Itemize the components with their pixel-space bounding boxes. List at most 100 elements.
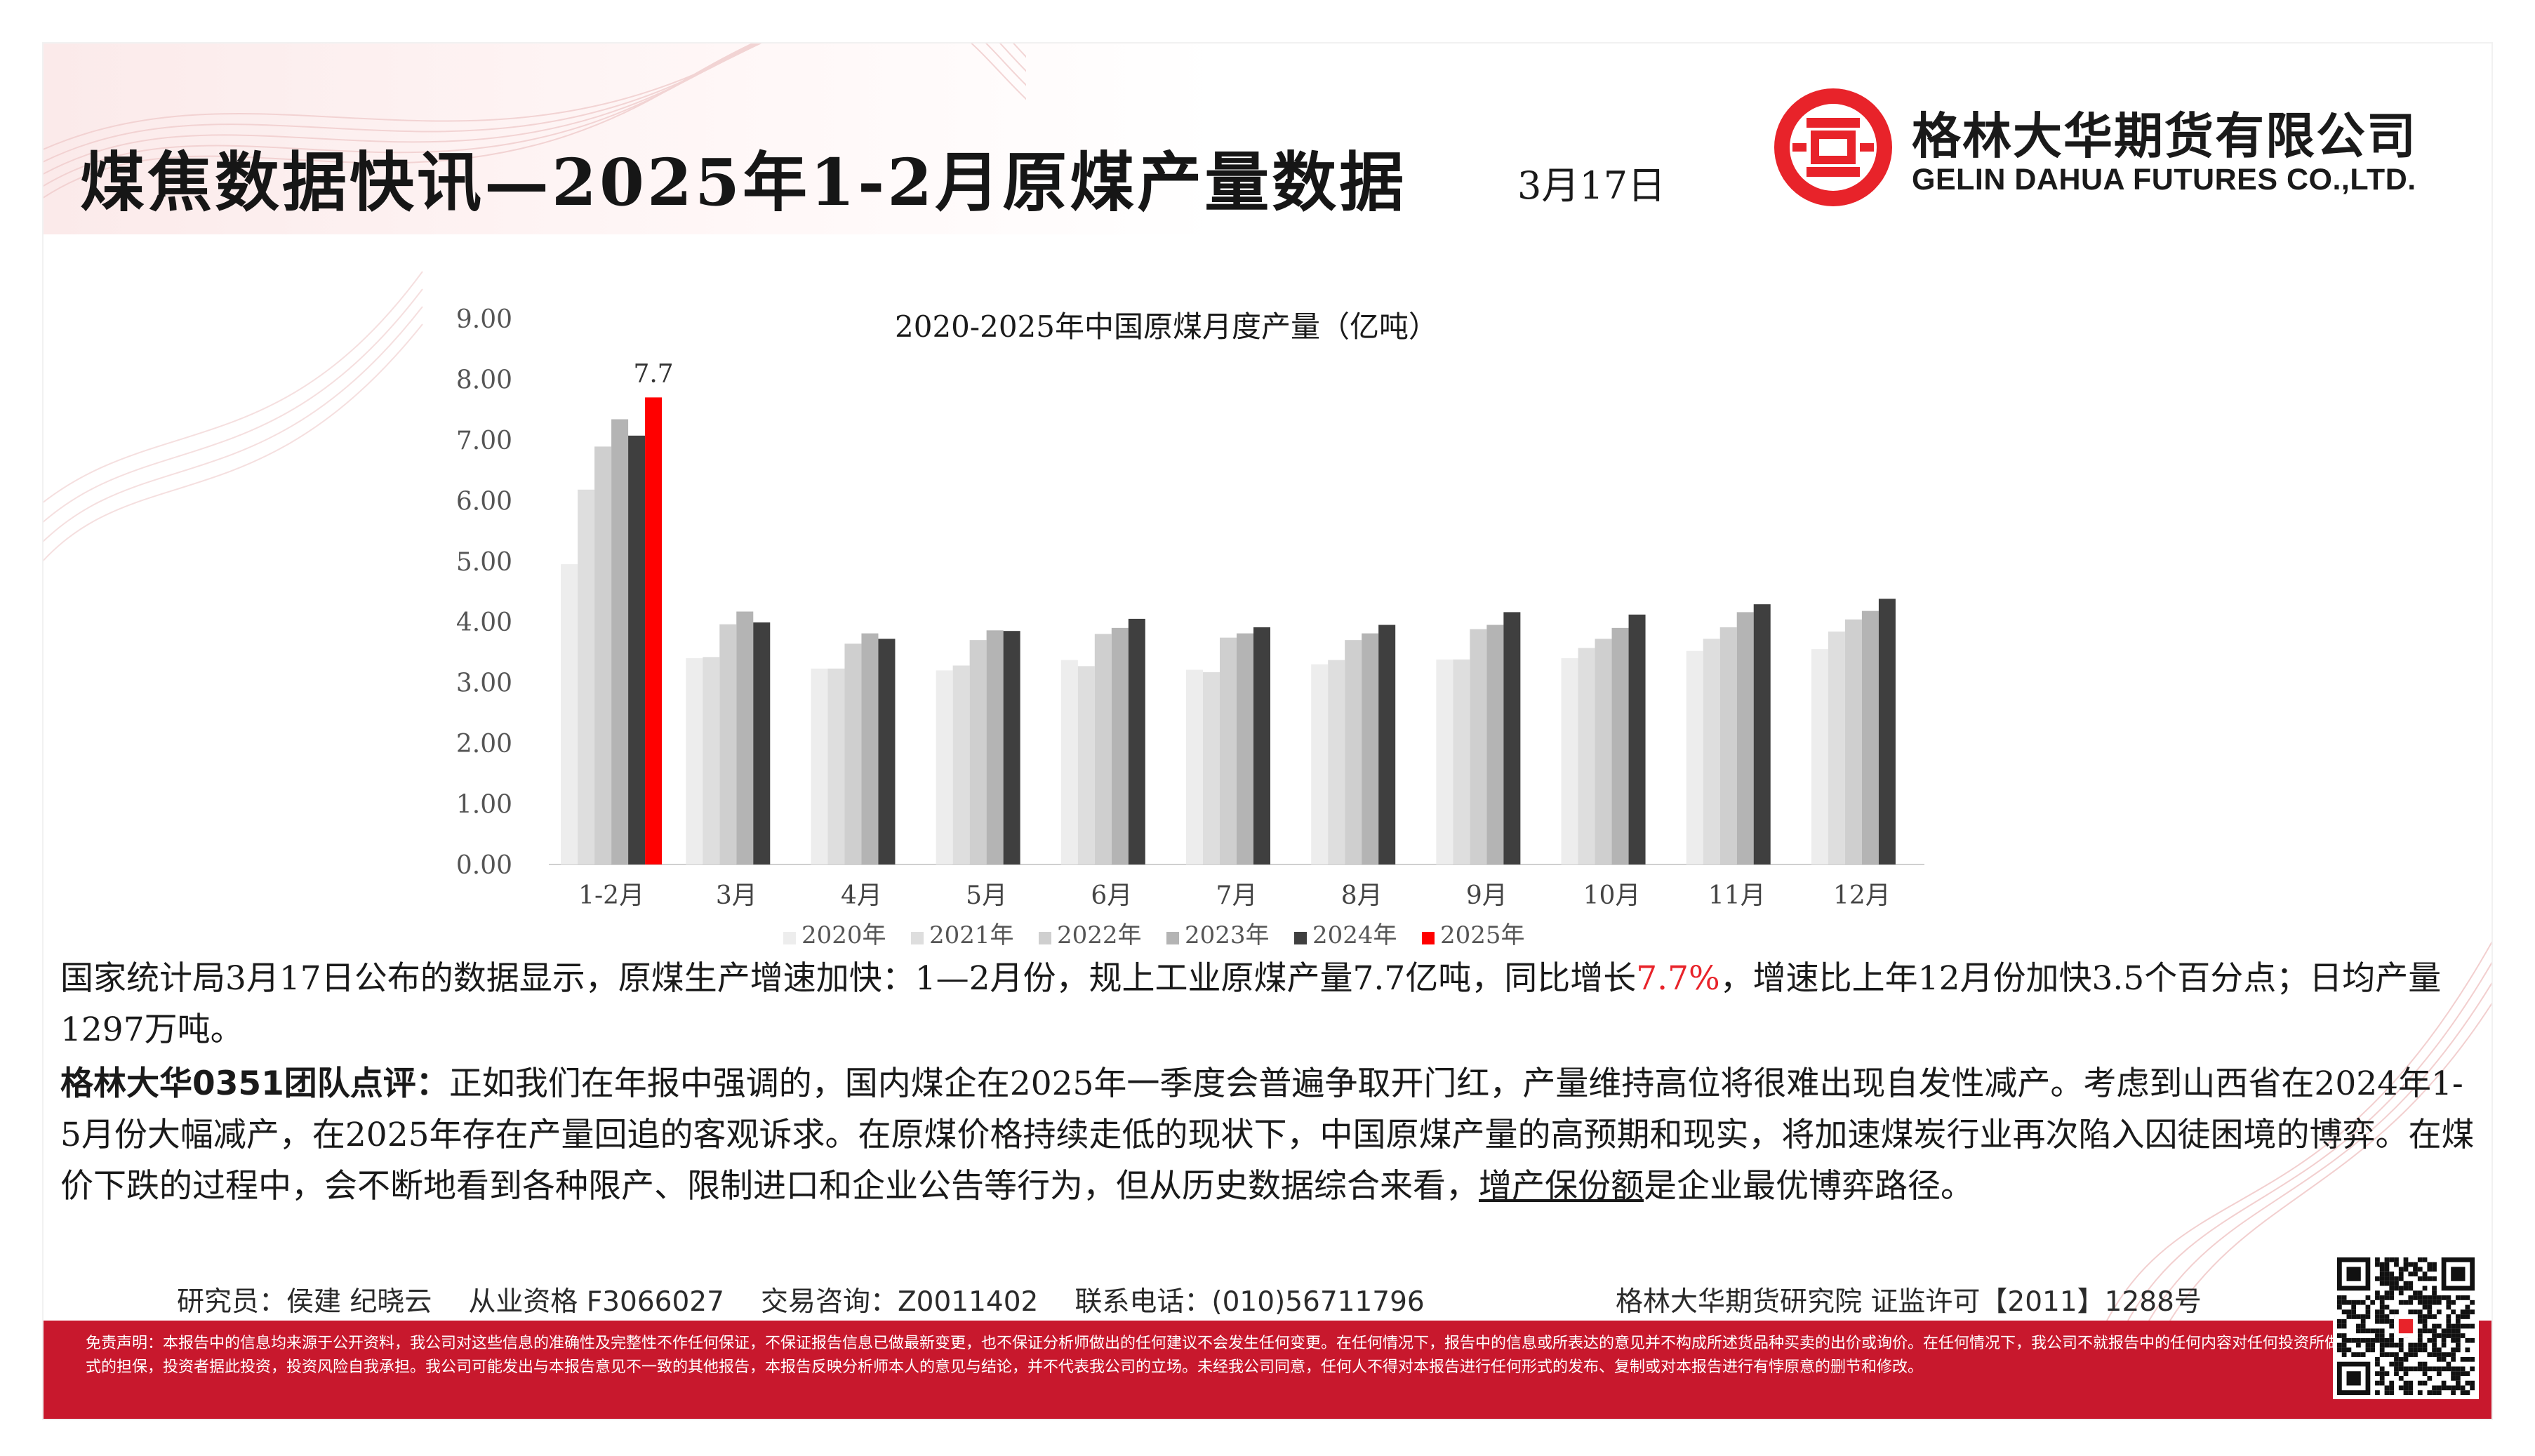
qr-module: [2337, 1333, 2342, 1338]
qr-module: [2408, 1295, 2414, 1300]
qr-module: [2379, 1304, 2385, 1310]
x-tick-label: 3月: [716, 881, 757, 910]
qr-module: [2375, 1295, 2380, 1300]
y-tick-label: 3.00: [456, 669, 512, 698]
qr-module: [2379, 1318, 2385, 1324]
bar-2024年-11月: [1753, 604, 1771, 864]
qr-module: [2470, 1323, 2475, 1329]
qr-module: [2436, 1385, 2442, 1391]
bar-2023年-4月: [861, 633, 879, 864]
qr-module: [2408, 1309, 2414, 1315]
qr-module: [2470, 1337, 2475, 1343]
qualification-number: 从业资格 F3066027: [468, 1286, 724, 1318]
qr-module: [2394, 1309, 2399, 1315]
qr-module: [2389, 1390, 2395, 1395]
bar-2023年-1-2月: [611, 419, 629, 864]
disclaimer-band: [44, 1321, 2491, 1419]
qr-module: [2384, 1385, 2390, 1391]
disclaimer-text: 免责声明：本报告中的信息均来源于公开资料，我公司对这些信息的准确性及完整性不作任…: [86, 1335, 2402, 1376]
qr-module: [2422, 1361, 2428, 1367]
qr-module: [2422, 1347, 2428, 1353]
legend-label-2021年: 2021年: [929, 921, 1014, 949]
qr-module: [2427, 1375, 2433, 1381]
qr-module: [2422, 1380, 2428, 1386]
growth-highlight: 7.7%: [1636, 959, 1720, 998]
qr-module: [2384, 1314, 2390, 1319]
qr-module: [2460, 1309, 2466, 1315]
qr-module: [2417, 1314, 2423, 1319]
y-tick-label: 1.00: [456, 791, 512, 820]
qr-module: [2346, 1337, 2352, 1343]
qr-module: [2455, 1337, 2461, 1343]
qr-module: [2341, 1347, 2347, 1353]
qr-module: [2436, 1347, 2442, 1353]
qr-module: [2351, 1314, 2357, 1319]
qr-module: [2408, 1380, 2414, 1386]
qr-module: [2365, 1337, 2371, 1343]
qr-module: [2379, 1352, 2385, 1357]
legend-label-2022年: 2022年: [1057, 921, 1142, 949]
x-tick-label: 6月: [1091, 881, 1132, 910]
qr-module: [2432, 1385, 2437, 1391]
qr-module: [2455, 1380, 2461, 1386]
qr-module: [2351, 1309, 2357, 1315]
bar-2024年-6月: [1128, 618, 1145, 864]
qr-module: [2389, 1385, 2395, 1391]
qr-module: [2446, 1333, 2451, 1338]
qr-module: [2422, 1304, 2428, 1310]
qr-module: [2441, 1356, 2447, 1362]
company-name-cn: 格林大华期货有限公司: [1912, 107, 2417, 165]
qr-module: [2398, 1385, 2404, 1391]
qr-module: [2370, 1328, 2376, 1334]
qr-module: [2389, 1281, 2395, 1286]
qr-module: [2451, 1385, 2456, 1391]
qr-module: [2441, 1337, 2447, 1343]
qr-module: [2441, 1380, 2447, 1386]
qr-module: [2384, 1318, 2390, 1324]
qr-module: [2465, 1337, 2470, 1343]
qr-module: [2389, 1318, 2395, 1324]
qr-module: [2398, 1276, 2404, 1281]
qr-module: [2427, 1328, 2433, 1334]
x-tick-label: 7月: [1216, 881, 1258, 910]
qr-module: [2460, 1356, 2466, 1362]
qr-module: [2460, 1366, 2466, 1372]
qr-module: [2337, 1304, 2342, 1310]
qr-module: [2384, 1257, 2390, 1262]
qr-module: [2455, 1347, 2461, 1353]
qr-module: [2365, 1347, 2371, 1353]
qr-module: [2455, 1295, 2461, 1300]
qr-module: [2427, 1309, 2433, 1315]
qr-module: [2441, 1352, 2447, 1357]
qr-module: [2432, 1347, 2437, 1353]
qr-module: [2370, 1342, 2376, 1348]
bar-2021年-1-2月: [578, 489, 595, 864]
left-swirl-decoration: [44, 271, 423, 562]
qr-module: [2394, 1276, 2399, 1281]
qr-module: [2417, 1380, 2423, 1386]
qr-module: [2379, 1295, 2385, 1300]
qr-module: [2341, 1318, 2347, 1324]
qr-code-icon[interactable]: [2337, 1257, 2475, 1395]
chart-title: 2020-2025年中国原煤月度产量（亿吨）: [895, 309, 1438, 344]
qr-module: [2470, 1385, 2475, 1391]
qr-module: [2432, 1323, 2437, 1329]
qr-module: [2465, 1390, 2470, 1395]
qr-module: [2394, 1366, 2399, 1372]
qr-module: [2417, 1309, 2423, 1315]
bar-2022年-9月: [1470, 629, 1487, 864]
qr-module: [2389, 1342, 2395, 1348]
qr-module: [2441, 1342, 2447, 1348]
qr-module: [2365, 1295, 2371, 1300]
qr-module: [2417, 1295, 2423, 1300]
qr-module: [2341, 1300, 2347, 1305]
qr-module: [2375, 1380, 2380, 1386]
qr-module: [2460, 1314, 2466, 1319]
qr-module: [2403, 1380, 2409, 1386]
bar-2021年-4月: [827, 668, 845, 864]
qr-module: [2408, 1262, 2414, 1267]
qr-module: [2341, 1352, 2347, 1357]
bar-2022年-11月: [1719, 627, 1737, 864]
bar-2022年-1-2月: [594, 446, 612, 864]
bar-2023年-12月: [1861, 610, 1879, 864]
